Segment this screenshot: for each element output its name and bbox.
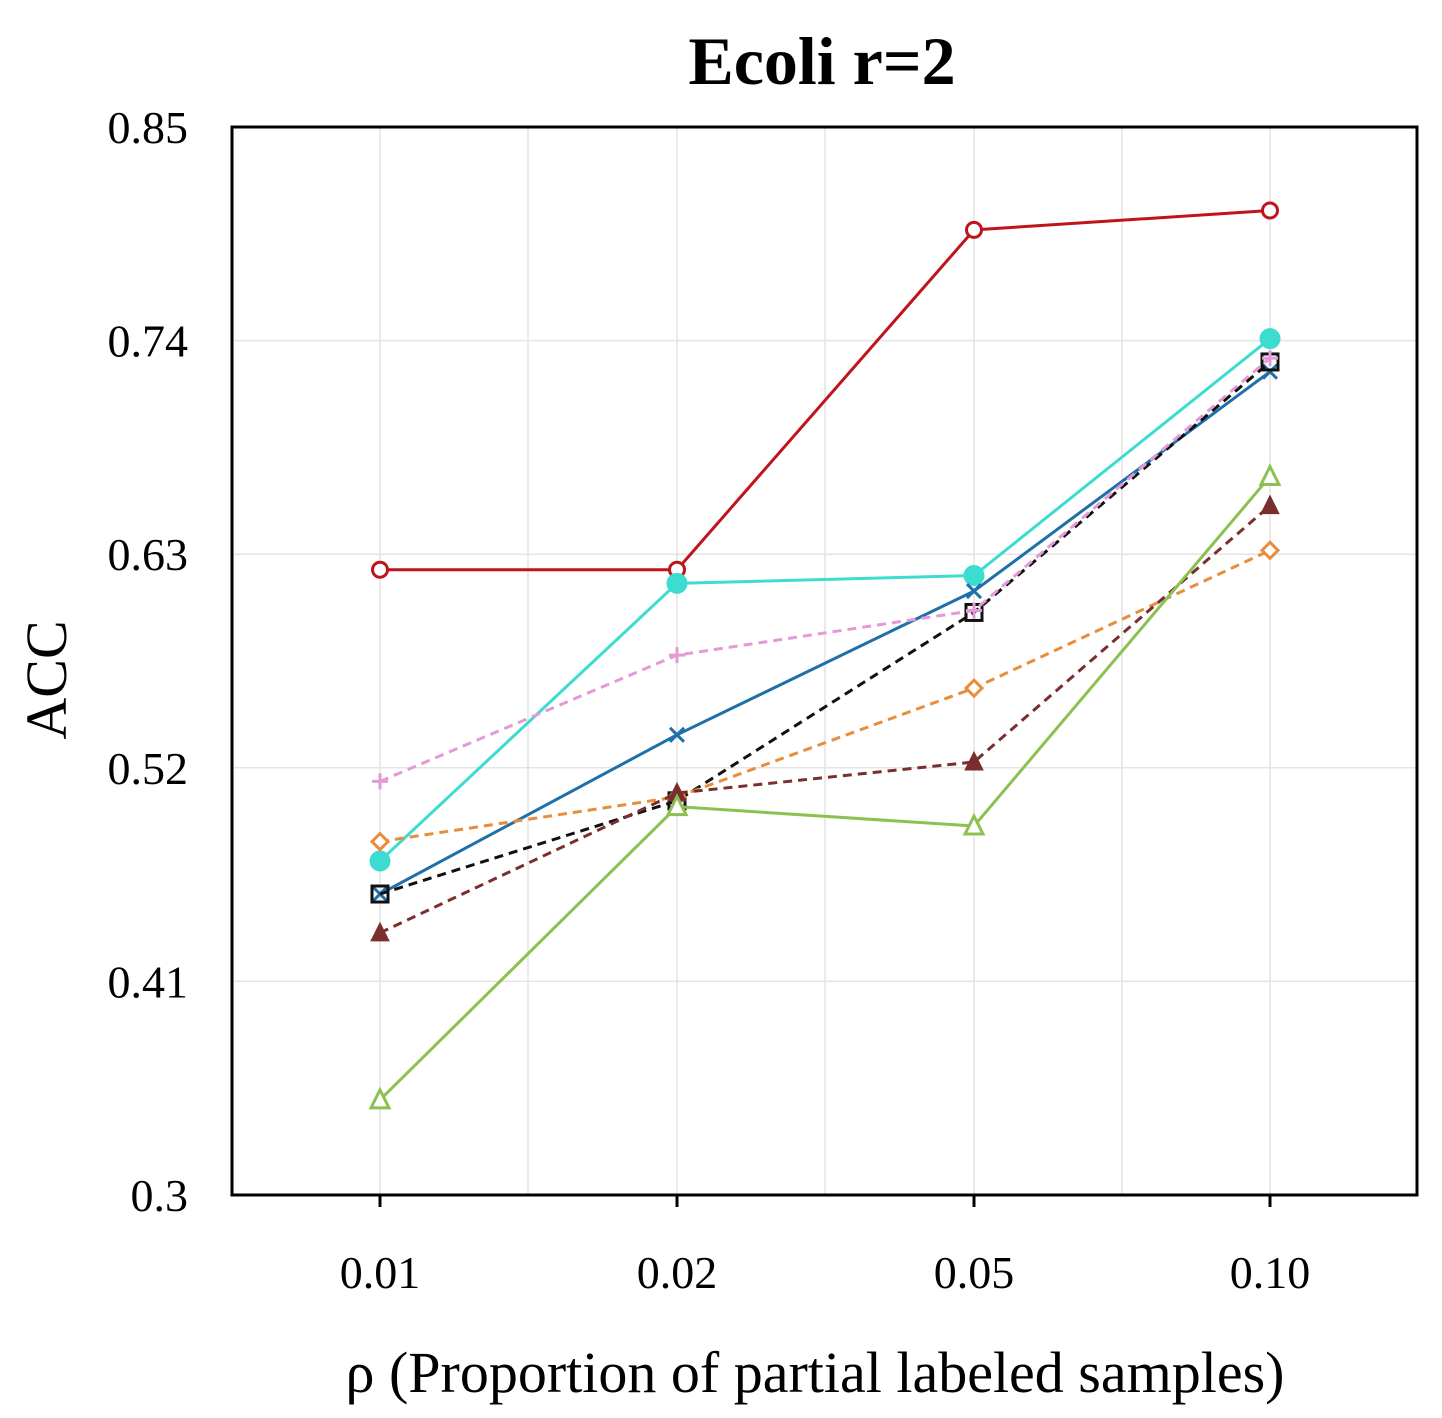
series-line	[379, 356, 1271, 783]
data-point-marker	[666, 572, 688, 594]
data-point-marker	[369, 831, 391, 852]
data-series-5	[372, 350, 1278, 790]
data-point-marker	[372, 773, 388, 790]
data-point-marker	[964, 750, 984, 771]
data-point-marker	[962, 812, 986, 836]
series-line	[379, 360, 1271, 896]
data-point-marker	[370, 921, 390, 942]
series-layer	[368, 201, 1282, 1110]
series-line	[378, 337, 1271, 863]
series-line	[378, 475, 1272, 1101]
data-point-marker	[1260, 494, 1280, 515]
data-series-7	[370, 494, 1280, 942]
plot-frame	[230, 125, 1419, 1197]
data-point-marker	[1259, 540, 1281, 561]
data-series-1	[371, 201, 1279, 579]
tick-labels: 0.3 0.41 0.52 0.63 0.74 0.85 0.01 0.02 0.05 0.10	[108, 102, 1311, 1298]
x-tick-label: 0.01	[340, 1247, 421, 1298]
data-series-8	[368, 463, 1282, 1110]
y-tick-label: 0.85	[108, 102, 189, 153]
series-line	[379, 370, 1271, 896]
data-point-marker	[966, 602, 982, 619]
data-point-marker	[963, 565, 985, 587]
x-tick-label: 0.05	[934, 1247, 1015, 1298]
data-point-marker	[1261, 201, 1279, 220]
data-point-marker	[668, 726, 686, 743]
y-tick-label: 0.3	[131, 1170, 189, 1221]
x-axis-label: ρ (Proportion of partial labeled samples…	[346, 1340, 1285, 1405]
y-tick-label: 0.63	[108, 529, 189, 580]
data-point-marker	[371, 560, 389, 579]
data-point-marker	[369, 850, 391, 872]
chart-title: Ecoli r=2	[688, 23, 955, 99]
data-point-marker	[669, 647, 685, 664]
y-axis-label: ACC	[14, 620, 79, 739]
y-tick-label: 0.41	[108, 956, 189, 1007]
data-point-marker	[665, 793, 689, 817]
data-point-marker	[1259, 328, 1281, 350]
x-tick-label: 0.02	[637, 1247, 718, 1298]
grid-lines	[232, 127, 1417, 1195]
y-tick-label: 0.52	[108, 743, 189, 794]
data-series-2	[369, 328, 1281, 872]
data-point-marker	[368, 1086, 392, 1110]
data-point-marker	[1262, 350, 1278, 367]
y-tick-label: 0.74	[108, 316, 189, 367]
data-point-marker	[965, 220, 983, 239]
data-point-marker	[965, 583, 983, 600]
series-line	[380, 209, 1271, 572]
data-point-marker	[963, 678, 985, 699]
data-series-3	[371, 363, 1279, 903]
series-line	[379, 548, 1271, 844]
data-point-marker	[1258, 463, 1282, 487]
data-point-marker	[370, 884, 390, 904]
x-tick-label: 0.10	[1230, 1247, 1311, 1298]
